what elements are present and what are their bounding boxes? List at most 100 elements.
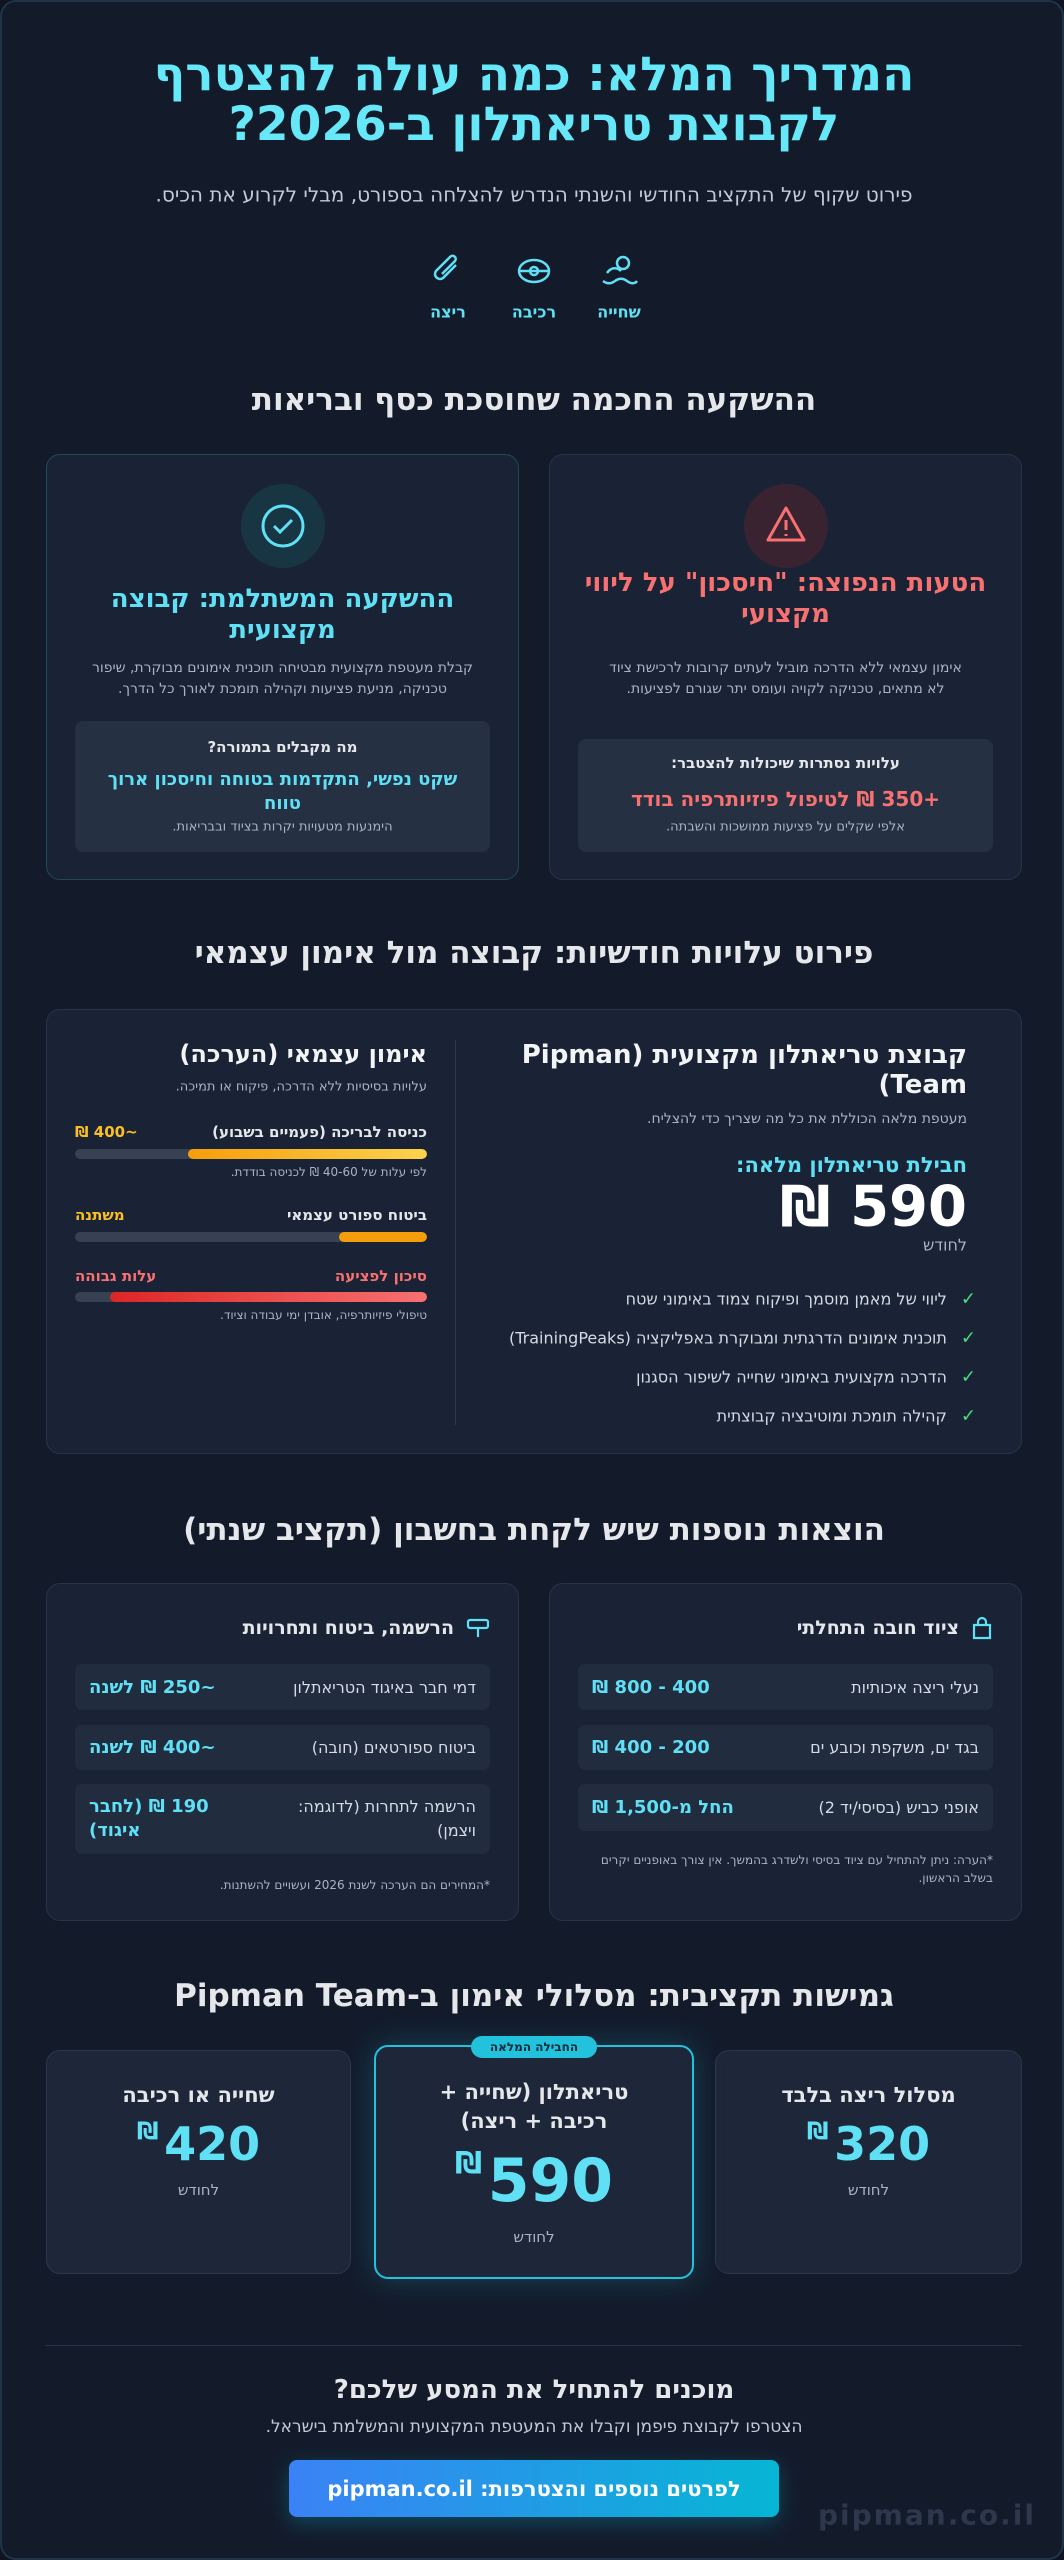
feature-text: הדרכה מקצועית באימוני שחייה לשיפור הסגנו… (636, 1367, 947, 1387)
feature-text: תוכנית אימונים הדרגתית ומבוקרת באפליקציה… (508, 1328, 947, 1348)
section-heading: גמישות תקציבית: מסלולי אימון ב-Pipman Te… (174, 1978, 894, 2014)
swim-icon (602, 255, 639, 285)
cost-label: ביטוח ספורט עצמאי (286, 1206, 427, 1224)
solo-title: אימון עצמאי (הערכה) (179, 1040, 427, 1068)
solo-panel: אימון עצמאי (הערכה) עלויות בסיסיות ללא ה… (47, 1010, 455, 1455)
row-value: 200 - 400 ₪ (592, 1737, 710, 1758)
cost-row: הרשמה לתחרות (לדוגמה: ויצמן) 190 ₪ (לחבר … (75, 1784, 490, 1854)
cta-text: הצטרפו לקבוצת פיפמן וקבלו את המעטפת המקצ… (265, 2417, 803, 2437)
success-card: ההשקעה המשתלמת: קבוצה מקצועית קבלת מעטפת… (46, 454, 519, 880)
comparison-card: קבוצת טריאתלון מקצועית (Pipman Team) מעט… (46, 1009, 1022, 1454)
cost-bar (75, 1149, 427, 1159)
row-label: בגד ים, משקפת וכובע ים (810, 1738, 979, 1757)
cost-value: עלות גבוהה (75, 1267, 157, 1285)
card-note: *הערה: ניתן להתחיל עם ציוד בסיסי ולשדרג … (600, 1853, 993, 1885)
plan-price: ₪ 420 (47, 2117, 350, 2171)
plan-period: לחודש (177, 2181, 220, 2199)
team-title: קבוצת טריאתלון מקצועית (Pipman Team) (521, 1040, 967, 1100)
team-price: 590 ₪ (779, 1174, 967, 1240)
check-icon (241, 484, 325, 568)
card-title-text: הרשמה, ביטוח ותחרויות (242, 1617, 454, 1639)
solo-subtitle: עלויות בסיסיות ללא הדרכה, פיקוח או תמיכה… (175, 1079, 427, 1095)
extras-card: ציוד חובה התחלתי נעלי ריצה איכותיות 400 -… (549, 1583, 1022, 1921)
watermark: pipman.co.il (818, 2498, 1036, 2532)
cost-value: משתנה (75, 1206, 125, 1224)
plan-card: מסלול ריצה בלבד ₪ 320 לחודש (715, 2050, 1022, 2274)
currency: ₪ (455, 2146, 483, 2181)
cost-row: בגד ים, משקפת וכובע ים 200 - 400 ₪ (578, 1725, 993, 1770)
box-title: עלויות נסתרות שיכולות להצטבר: (671, 754, 900, 772)
plan-card: שחייה או רכיבה ₪ 420 לחודש (46, 2050, 351, 2274)
feature-text: קהילה תומכת ומוטיבציה קבוצתית (716, 1406, 947, 1426)
plan-name: טריאתלון (שחייה + רכיבה + ריצה) (439, 2080, 629, 2133)
info-box: מה מקבלים בתמורה? שקט נפשי, התקדמות בטוח… (75, 721, 490, 852)
card-title: ההשקעה המשתלמת: קבוצה מקצועית (110, 584, 455, 645)
info-box: עלויות נסתרות שיכולות להצטבר: +350 ₪ לטי… (578, 739, 993, 852)
warning-card: הטעות הנפוצה: "חיסכון" על ליווי מקצועי א… (549, 454, 1022, 880)
card-title: הטעות הנפוצה: "חיסכון" על ליווי מקצועי (584, 568, 987, 629)
subtitle: פירוט שקוף של התקציב החודשי והשנתי הנדרש… (155, 182, 913, 207)
card-title: הרשמה, ביטוח ותחרויות (243, 1617, 490, 1639)
feature: ✓ הדרכה מקצועית באימוני שחייה לשיפור הסגנ… (636, 1366, 976, 1388)
card-text: קבלת מעטפת מקצועית מבטיחה תוכנית אימונים… (91, 660, 473, 697)
plan-period: לחודש (847, 2181, 890, 2199)
cost-row: ביטוח ספורט עצמאי משתנה (75, 1206, 427, 1224)
cost-value: ~400 ₪ (75, 1123, 138, 1141)
title: המדריך המלא: כמה עולה להצטרף לקבוצת טריא… (153, 47, 915, 152)
price-label: חבילת טריאתלון מלאה: (736, 1153, 967, 1177)
plan-name: מסלול ריצה בלבד (781, 2083, 956, 2107)
section-heading: ההשקעה החכמה שחוסכת כסף ובריאות (251, 382, 817, 418)
cost-row: נעלי ריצה איכותיות 400 - 800 ₪ (578, 1664, 993, 1710)
icon-label: ריצה (430, 302, 466, 322)
section-heading: הוצאות נוספות שיש לקחת בחשבון (תקציב שנת… (183, 1512, 885, 1548)
card-note: *המחירים הם הערכה לשנת 2026 ועשויים להשת… (219, 1878, 490, 1892)
feature-text: ליווי של מאמן מוסמך ופיקוח צמוד באימוני … (625, 1289, 947, 1309)
box-note: הימנעות מטעויות יקרות בציוד ובבריאות. (172, 819, 393, 835)
price: 320 (834, 2117, 931, 2171)
currency: ₪ (136, 2117, 159, 2145)
cost-label: כניסה לבריכה (פעמיים בשבוע) (212, 1123, 427, 1141)
feature: ✓ תוכנית אימונים הדרגתית ומבוקרת באפליקצי… (508, 1327, 976, 1349)
cost-row: אופני כביש (בסיסי/יד 2) החל מ-1,500 ₪ (578, 1784, 993, 1831)
warning-icon (744, 484, 828, 568)
row-label: אופני כביש (בסיסי/יד 2) (818, 1798, 979, 1817)
icon-label: שחייה (597, 302, 641, 322)
plan-badge: החבילה המלאה (471, 2036, 597, 2058)
price-period: לחודש (923, 1235, 967, 1255)
box-highlight: שקט נפשי, התקדמות בטוחה וחיסכון ארוך טוו… (107, 769, 458, 814)
price: 420 (164, 2117, 261, 2171)
section-heading: פירוט עלויות חודשיות: קבוצה מול אימון עצ… (194, 935, 874, 971)
plan-card-featured: החבילה המלאה טריאתלון (שחייה + רכיבה + ר… (374, 2036, 694, 2279)
feature: ✓ קהילה תומכת ומוטיבציה קבוצתית (716, 1405, 976, 1427)
bike-icon (517, 258, 551, 284)
row-label: דמי חבר באיגוד הטריאתלון (293, 1677, 476, 1697)
box-title: מה מקבלים בתמורה? (207, 738, 358, 756)
team-subtitle: מעטפת מלאה הכוללת את כל מה שצריך כדי להצ… (647, 1111, 967, 1127)
card-title: ציוד חובה התחלתי (797, 1616, 993, 1640)
cost-label: סיכון לפציעה (334, 1267, 427, 1285)
card-title-text: ציוד חובה התחלתי (796, 1617, 959, 1639)
cost-row: דמי חבר באיגוד הטריאתלון ~250 ₪ לשנה (75, 1664, 490, 1710)
cost-row: סיכון לפציעה עלות גבוהה (75, 1267, 427, 1285)
row-value: החל מ-1,500 ₪ (592, 1797, 734, 1818)
divider (455, 1040, 456, 1425)
cost-note: טיפולי פיזיותרפיה, אובדן ימי עבודה וציוד… (220, 1308, 427, 1322)
card-text: אימון עצמאי ללא הדרכה מוביל לעתים קרובות… (609, 660, 962, 697)
box-note: אלפי שקלים על פציעות ממושכות והשבתה. (666, 819, 905, 835)
plan-price: ₪ 590 (376, 2146, 692, 2216)
row-value: 400 - 800 ₪ (592, 1676, 710, 1698)
cost-row: כניסה לבריכה (פעמיים בשבוע) ~400 ₪ (75, 1123, 427, 1141)
extras-card: הרשמה, ביטוח ותחרויות דמי חבר באיגוד הטר… (46, 1583, 519, 1921)
cost-row: ביטוח ספורטאים (חובה) ~400 ₪ לשנה (75, 1725, 490, 1770)
cost-bar (75, 1232, 427, 1242)
cta-heading: מוכנים להתחיל את המסע שלכם? (333, 2375, 735, 2405)
row-value: ~400 ₪ לשנה (89, 1737, 216, 1758)
currency: ₪ (806, 2117, 829, 2145)
row-label: הרשמה לתחרות (לדוגמה: ויצמן) (297, 1797, 476, 1840)
cta-button[interactable]: לפרטים נוספים והצטרפות: pipman.co.il (289, 2460, 779, 2517)
box-highlight: +350 ₪ לטיפול פיזיותרפיה בודד (630, 787, 940, 811)
row-label: נעלי ריצה איכותיות (851, 1677, 979, 1697)
cost-bar (75, 1292, 427, 1302)
feature: ✓ ליווי של מאמן מוסמך ופיקוח צמוד באימוני… (625, 1288, 976, 1310)
